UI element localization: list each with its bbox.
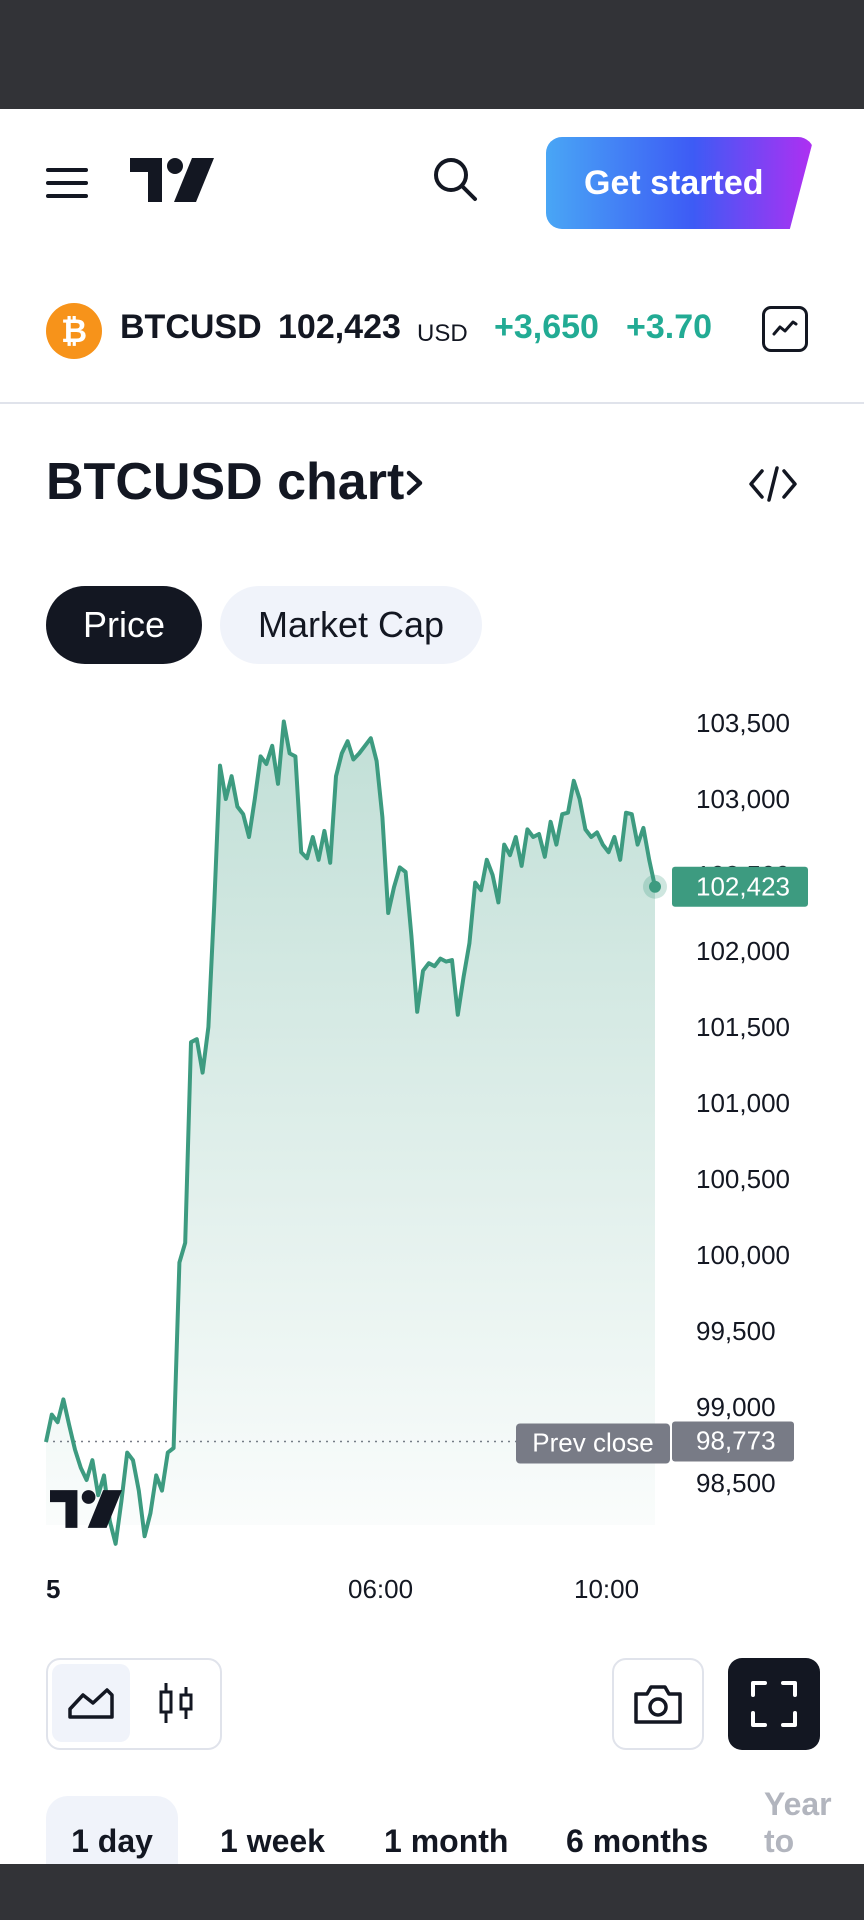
prev-close-value: 98,773	[696, 1426, 776, 1456]
chevron-right-icon[interactable]	[404, 468, 426, 498]
area-style-button[interactable]	[52, 1664, 130, 1742]
x-tick-label: 5	[46, 1574, 61, 1604]
screenshot-button[interactable]	[612, 1658, 704, 1750]
last-price-dot	[649, 880, 661, 893]
fullscreen-button[interactable]	[728, 1658, 820, 1750]
tab-price[interactable]: Price	[46, 586, 202, 664]
ticker-change: +3,650	[494, 308, 599, 346]
ticker-change-percent: +3.70	[626, 308, 713, 346]
prev-close-label: Prev close	[532, 1428, 653, 1458]
price-area	[46, 721, 655, 1544]
prev-close-value-tag: 98,773	[672, 1421, 794, 1462]
candles-icon	[159, 1683, 193, 1723]
fullscreen-icon	[751, 1681, 797, 1727]
y-tick-label: 100,500	[696, 1164, 790, 1194]
candles-style-button[interactable]	[138, 1664, 216, 1742]
range-1-month[interactable]: 1 month	[384, 1822, 509, 1859]
ticker-price: 102,423	[278, 308, 401, 346]
price-chart[interactable]: 103,500103,000102,500102,000101,500101,0…	[0, 690, 864, 1600]
y-tick-label: 98,500	[696, 1468, 776, 1498]
search-icon[interactable]	[432, 156, 478, 202]
divider	[0, 402, 864, 404]
x-tick-label: 06:00	[348, 1574, 414, 1604]
y-tick-label: 99,500	[696, 1316, 776, 1346]
last-price-tag: 102,423	[672, 866, 808, 907]
y-tick-label: 101,000	[696, 1088, 790, 1118]
range-1-week[interactable]: 1 week	[220, 1822, 325, 1859]
area-chart-icon	[68, 1688, 114, 1719]
page-title[interactable]: BTCUSD chart	[46, 453, 405, 511]
prev-close-tag: Prev close	[516, 1423, 670, 1464]
ticker-symbol[interactable]: BTCUSD	[120, 308, 262, 346]
y-tick-label: 102,000	[696, 936, 790, 966]
navigation-bar	[0, 1864, 864, 1920]
y-tick-label: 103,000	[696, 784, 790, 814]
ticker-currency: USD	[417, 320, 468, 347]
camera-icon	[634, 1685, 682, 1724]
tab-market-cap[interactable]: Market Cap	[220, 586, 482, 664]
price-line	[44, 719, 657, 1546]
bitcoin-icon: ₿	[46, 303, 102, 359]
y-tick-label: 100,000	[696, 1240, 790, 1270]
menu-icon[interactable]	[46, 168, 88, 198]
y-tick-label: 99,000	[696, 1392, 776, 1422]
tradingview-watermark-logo	[50, 1490, 122, 1528]
status-bar	[0, 0, 864, 109]
range-6-months[interactable]: 6 months	[566, 1822, 709, 1859]
get-started-button[interactable]: Get started	[546, 137, 814, 229]
y-tick-label: 101,500	[696, 1012, 790, 1042]
chart-line-icon	[772, 320, 798, 336]
x-tick-label: 10:00	[574, 1574, 640, 1604]
open-chart-button[interactable]	[762, 306, 808, 352]
tradingview-logo[interactable]	[130, 158, 214, 202]
embed-code-icon[interactable]	[748, 462, 798, 506]
y-tick-label: 103,500	[696, 708, 790, 738]
last-price-label: 102,423	[696, 872, 790, 902]
chart-style-toggle	[46, 1658, 222, 1750]
